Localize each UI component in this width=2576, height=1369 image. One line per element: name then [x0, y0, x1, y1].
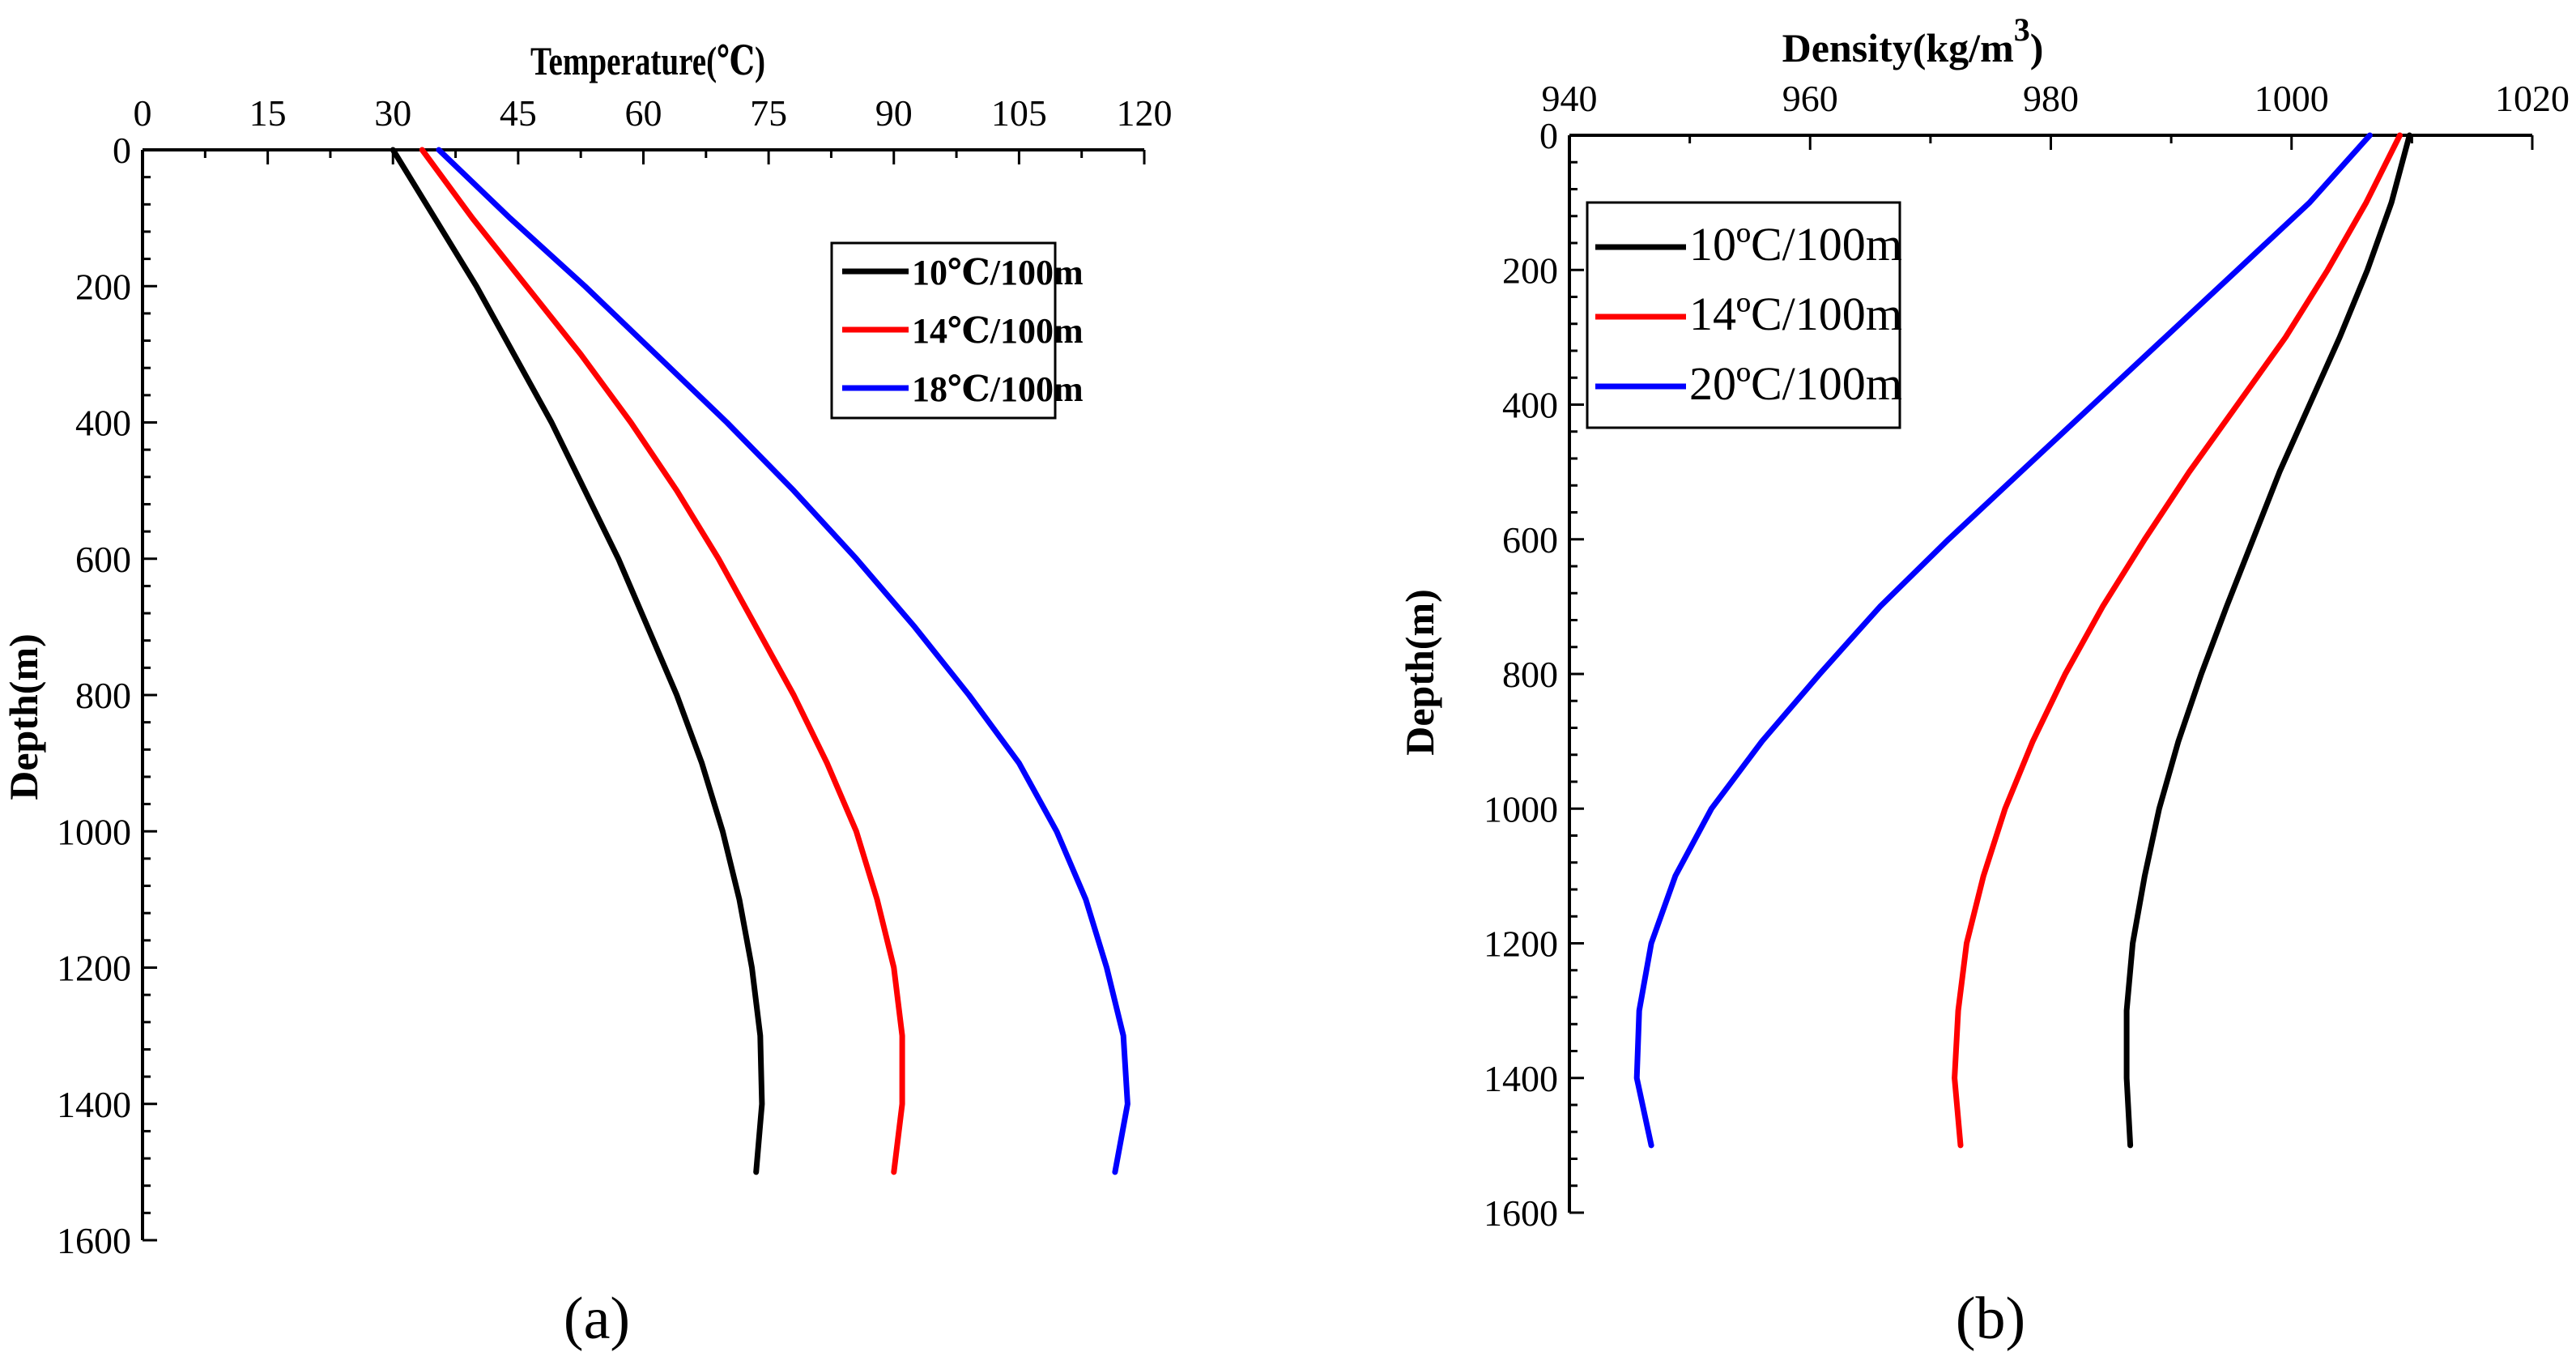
y-tick-label-b: 1600	[1484, 1192, 1558, 1234]
x-tick-label-b: 1000	[2255, 78, 2329, 119]
x-tick-label-a: 75	[750, 92, 787, 134]
legend-marker-a-2	[873, 386, 878, 390]
legend-marker-a-1	[873, 327, 878, 332]
y-tick-label-a: 200	[75, 266, 131, 307]
legend-marker-b-1	[1638, 314, 1643, 319]
legend-marker-b-0	[1638, 245, 1643, 249]
y-tick-label-a: 0	[113, 130, 131, 171]
x-axis-title-b-main: Density(kg/m	[1782, 25, 2014, 70]
y-axis-title-b: Depth(m)	[1397, 589, 1442, 756]
y-tick-label-a: 1600	[57, 1220, 131, 1261]
y-tick-label-b: 0	[1539, 115, 1558, 156]
x-tick-label-a: 30	[374, 92, 411, 134]
y-tick-label-b: 1200	[1484, 923, 1558, 965]
x-axis-title-a: Temperature(℃)	[530, 38, 765, 83]
legend-marker-b-2	[1638, 384, 1643, 389]
legend-label-a-0: 10℃/100m	[912, 253, 1084, 292]
x-tick-label-a: 120	[1117, 92, 1173, 134]
legend-a: 10℃/100m 14℃/100m 18℃/100m	[830, 241, 1084, 420]
x-tick-label-a: 105	[991, 92, 1047, 134]
y-axis-title-a: Depth(m)	[1, 633, 46, 800]
y-tick-label-b: 800	[1502, 654, 1558, 695]
panel-label-b: (b)	[1956, 1286, 2025, 1352]
y-tick-label-b: 1000	[1484, 788, 1558, 830]
y-tick-label-b: 200	[1502, 249, 1558, 291]
series-line-b-1	[1952, 132, 2403, 1149]
x-tick-label-a: 60	[625, 92, 662, 134]
x-tick-label-a: 45	[500, 92, 537, 134]
y-tick-label-a: 400	[75, 403, 131, 444]
legend-label-a-2: 18℃/100m	[912, 369, 1084, 409]
legend-b: 10ºC/100m 14ºC/100m 20ºC/100m	[1586, 201, 1902, 429]
x-axis-title-b-close: )	[2030, 25, 2044, 70]
legend-label-b-0: 10ºC/100m	[1689, 218, 1902, 271]
y-tick-label-a: 1400	[57, 1084, 131, 1125]
x-tick-label-b: 980	[2023, 78, 2079, 119]
legend-label-a-1: 14℃/100m	[912, 311, 1084, 351]
x-tick-label-a: 0	[134, 92, 152, 134]
y-tick-label-a: 1200	[57, 948, 131, 989]
x-tick-label-a: 90	[875, 92, 913, 134]
x-tick-label-a: 15	[249, 92, 287, 134]
series-line-a-1	[419, 147, 905, 1175]
legend-label-b-1: 14ºC/100m	[1689, 288, 1902, 340]
x-axis-title-b-sup: 3	[2014, 11, 2030, 48]
x-tick-label-b: 1020	[2495, 78, 2570, 119]
y-tick-label-b: 600	[1502, 519, 1558, 561]
chart-panel-a: Temperature(℃) Depth(m) 0 15 30 45 60 75 90 105…	[1, 38, 1173, 1352]
chart-panel-b: Density(kg/m3) Depth(m) 940 960 980 1000 102…	[1397, 11, 2570, 1352]
legend-marker-a-0	[873, 269, 878, 274]
series-line-a-2	[436, 147, 1130, 1175]
y-tick-label-a: 800	[75, 675, 131, 716]
x-tick-label-b: 940	[1542, 78, 1598, 119]
y-tick-label-a: 600	[75, 539, 131, 580]
x-axis-title-b: Density(kg/m3)	[1782, 11, 2044, 70]
y-tick-label-b: 1400	[1484, 1058, 1558, 1099]
legend-label-b-2: 20ºC/100m	[1689, 357, 1902, 410]
y-tick-label-a: 1000	[57, 811, 131, 852]
y-tick-label-b: 400	[1502, 385, 1558, 426]
x-tick-label-b: 960	[1782, 78, 1838, 119]
series-line-b-2	[1633, 132, 2373, 1149]
panel-label-a: (a)	[564, 1286, 630, 1352]
series-line-b-0	[2123, 132, 2412, 1149]
series-line-a-0	[390, 147, 765, 1175]
